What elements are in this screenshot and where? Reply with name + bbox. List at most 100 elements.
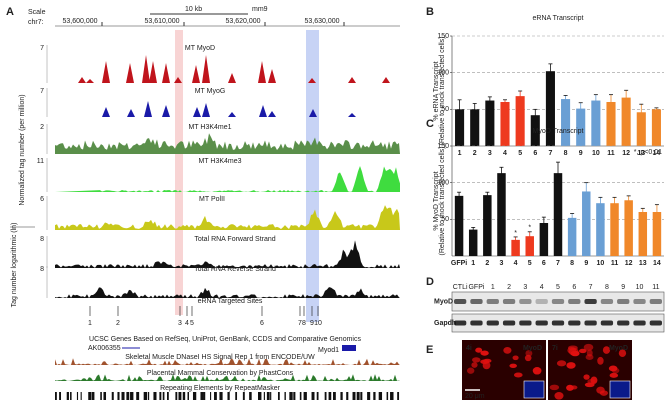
repeat-block xyxy=(88,392,92,400)
nucleus xyxy=(566,362,576,369)
x-tick-label: 12 xyxy=(625,260,633,267)
image-stain: MyoD xyxy=(609,345,628,352)
repeat-block xyxy=(266,392,270,400)
repeat-block xyxy=(214,392,217,400)
genes-label: UCSC Genes Based on RefSeq, UniProt, Gen… xyxy=(89,336,361,343)
signal-track xyxy=(55,133,400,154)
repeat-block xyxy=(143,392,148,400)
bar xyxy=(596,203,605,256)
chrom: chr7: xyxy=(28,19,44,26)
repeat-block xyxy=(346,392,349,400)
panel-label: C xyxy=(426,118,434,130)
panel-label: B xyxy=(426,6,434,18)
scale-label: Scale xyxy=(28,9,46,16)
blot-strip xyxy=(451,291,665,312)
y-tick-label: 100 xyxy=(437,70,449,77)
x-tick-label: 10 xyxy=(597,260,605,267)
repeat-block xyxy=(175,392,178,400)
x-tick-label: 1 xyxy=(458,150,462,157)
signal-track xyxy=(55,101,400,117)
bar xyxy=(651,109,661,146)
x-tick-label: 5 xyxy=(528,260,532,267)
nucleus xyxy=(583,374,590,380)
nucleus xyxy=(584,382,595,388)
x-tick-label: 7 xyxy=(556,260,560,267)
x-tick-label: 2 xyxy=(485,260,489,267)
band xyxy=(502,299,516,304)
repeat-block xyxy=(121,392,125,400)
repeat-block xyxy=(311,392,315,400)
band xyxy=(502,320,516,326)
lane-label: GFPi xyxy=(468,284,484,291)
bar xyxy=(515,96,525,146)
band xyxy=(568,320,581,326)
bar xyxy=(591,100,601,146)
x-tick-label: 9 xyxy=(584,260,588,267)
annotation: *, p<0.01 xyxy=(634,149,662,156)
position: 53,610,000 xyxy=(144,18,179,25)
repeat-block xyxy=(159,392,162,400)
track-label: MT PolII xyxy=(199,196,225,203)
x-tick-label: 1 xyxy=(471,260,475,267)
x-tick-label: GFPi xyxy=(451,260,467,267)
repeat-block xyxy=(316,392,319,400)
x-tick-label: 14 xyxy=(653,150,661,157)
bar xyxy=(553,173,563,256)
band xyxy=(454,299,467,304)
nucleus xyxy=(503,347,512,354)
x-tick-label: 5 xyxy=(518,150,522,157)
signal-track xyxy=(55,374,400,381)
site-number: 10 xyxy=(314,320,322,327)
repeat-block xyxy=(103,392,107,400)
y-tick-label: 100 xyxy=(437,180,449,187)
bar xyxy=(652,212,662,256)
band xyxy=(519,320,532,326)
repeat-block xyxy=(219,392,223,400)
nucleus xyxy=(609,372,619,378)
nucleus xyxy=(554,392,564,400)
site-number: 3 xyxy=(178,320,182,327)
bar xyxy=(455,109,465,146)
repeat-block xyxy=(227,392,230,400)
nucleus xyxy=(509,363,517,369)
lane-label: 2 xyxy=(507,284,511,291)
x-tick-label: 8 xyxy=(570,260,574,267)
y-axis-label: % eRNA Transcript xyxy=(433,61,440,120)
nucleus xyxy=(480,350,489,356)
x-tick-label: 14 xyxy=(653,260,661,267)
x-tick-label: 7 xyxy=(548,150,552,157)
y-label: Tag number logarithmic (ln) xyxy=(11,223,18,308)
band xyxy=(535,299,548,304)
repeat-block xyxy=(263,392,265,400)
nucleus xyxy=(618,349,627,357)
nucleus xyxy=(599,390,608,396)
band xyxy=(649,299,662,304)
site-number: 7 xyxy=(298,320,302,327)
track-max: 7 xyxy=(40,45,44,52)
nucleus xyxy=(549,384,560,391)
nucleus xyxy=(512,355,519,361)
repeat-block xyxy=(356,392,360,400)
repeat-block xyxy=(117,392,120,400)
highlight-blue xyxy=(306,30,319,322)
nucleus xyxy=(585,354,594,361)
bar xyxy=(468,229,478,256)
repeat-block xyxy=(352,392,356,400)
chart-title: eRNA Transcript xyxy=(533,15,584,22)
bar xyxy=(530,115,540,146)
repeat-block xyxy=(277,392,280,400)
repeat-block xyxy=(378,392,383,400)
gene-name: AK006355 xyxy=(88,345,121,352)
repeat-block xyxy=(59,392,62,400)
band xyxy=(617,320,630,326)
panel-label: E xyxy=(426,344,433,356)
band xyxy=(551,320,565,326)
bar xyxy=(606,102,616,146)
band xyxy=(600,299,614,304)
track-label: MT H3K4me1 xyxy=(188,124,231,131)
repeat-block xyxy=(178,392,182,400)
nucleus xyxy=(532,367,542,375)
bar xyxy=(638,212,648,256)
repeat-block xyxy=(203,392,206,400)
